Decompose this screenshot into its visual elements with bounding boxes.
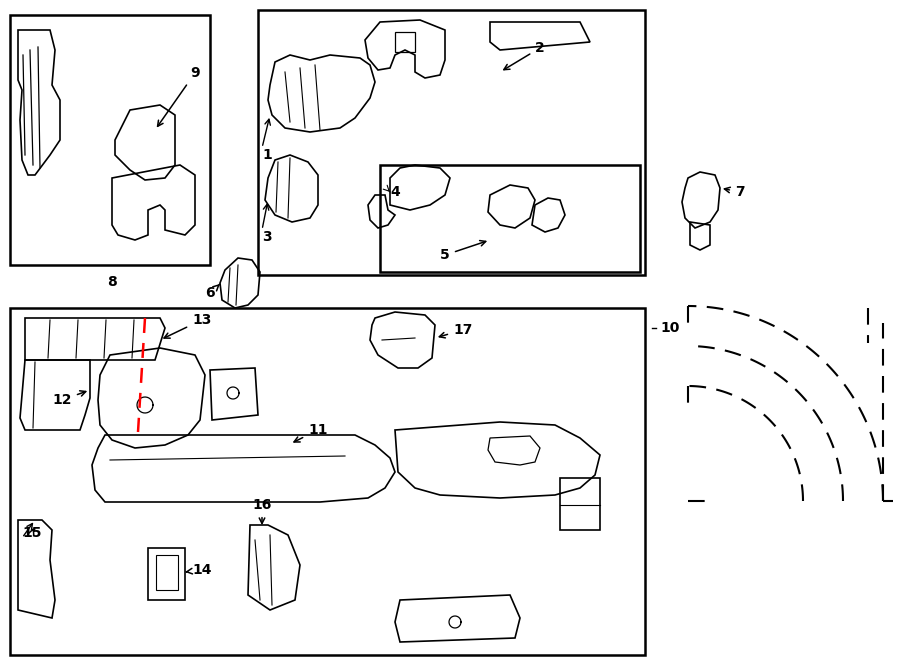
Bar <box>258 10 645 275</box>
Text: 16: 16 <box>252 498 272 524</box>
Text: 13: 13 <box>164 313 211 338</box>
Text: 10: 10 <box>660 321 680 335</box>
Text: 2: 2 <box>504 41 544 69</box>
Text: 12: 12 <box>52 391 86 407</box>
Bar <box>10 15 210 265</box>
Text: 17: 17 <box>439 323 472 338</box>
Text: 5: 5 <box>440 241 486 262</box>
Text: 11: 11 <box>294 423 328 442</box>
Text: 14: 14 <box>186 563 211 577</box>
Text: 15: 15 <box>22 526 41 540</box>
Bar <box>10 308 645 655</box>
Text: 8: 8 <box>107 275 117 289</box>
Text: 9: 9 <box>158 66 200 126</box>
Text: 7: 7 <box>724 185 744 199</box>
Text: 1: 1 <box>262 148 272 162</box>
Text: 4: 4 <box>390 185 400 199</box>
Text: 3: 3 <box>262 230 272 244</box>
Bar <box>380 165 640 272</box>
Text: 6: 6 <box>205 284 220 300</box>
